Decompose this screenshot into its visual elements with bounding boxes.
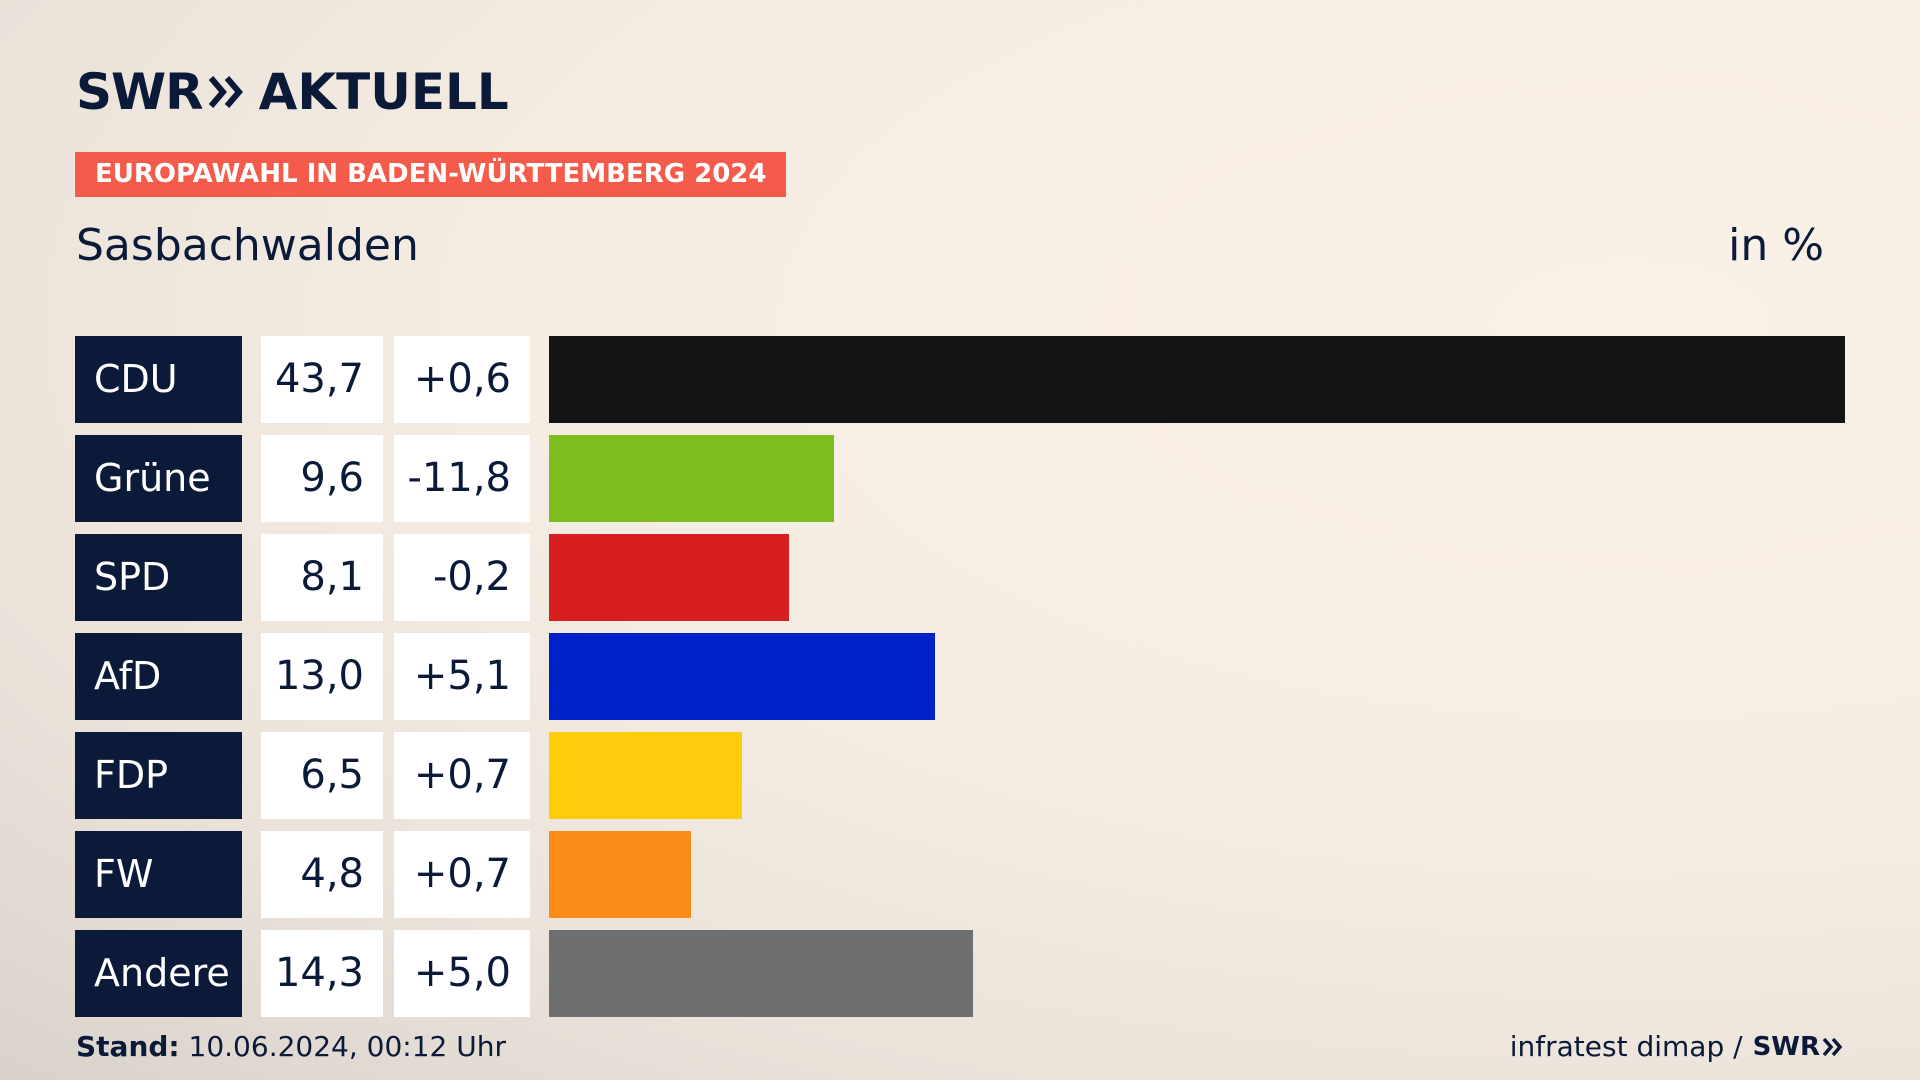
party-label: CDU [75, 336, 242, 423]
value-label: 6,5 [261, 732, 383, 819]
stand-value: 10.06.2024, 00:12 Uhr [188, 1030, 506, 1063]
party-label: FW [75, 831, 242, 918]
source-text: infratest dimap / [1509, 1030, 1743, 1063]
swr-aktuell-logo: SWR AKTUELL [76, 63, 509, 121]
value-label: 43,7 [261, 336, 383, 423]
bar [549, 435, 834, 522]
diff-label: +0,7 [394, 732, 530, 819]
diff-label: +5,0 [394, 930, 530, 1017]
party-label: Andere [75, 930, 242, 1017]
diff-label: +0,7 [394, 831, 530, 918]
source-credit: infratest dimap / SWR [1510, 1030, 1844, 1063]
diff-label: -11,8 [394, 435, 530, 522]
logo-text: SWR [76, 63, 204, 121]
party-label: SPD [75, 534, 242, 621]
value-label: 9,6 [261, 435, 383, 522]
region-title: Sasbachwalden [76, 220, 419, 271]
logo-suffix: AKTUELL [258, 63, 509, 121]
bar [549, 831, 691, 918]
value-label: 13,0 [261, 633, 383, 720]
timestamp: Stand: 10.06.2024, 00:12 Uhr [76, 1030, 506, 1063]
party-label: AfD [75, 633, 242, 720]
value-label: 4,8 [261, 831, 383, 918]
value-label: 14,3 [261, 930, 383, 1017]
bar [549, 336, 1845, 423]
diff-label: +0,6 [394, 336, 530, 423]
bar [549, 930, 973, 1017]
bar [549, 732, 742, 819]
chevron-double-right-icon [1822, 1037, 1843, 1056]
party-label: FDP [75, 732, 242, 819]
chevron-double-right-icon [208, 75, 245, 109]
party-label: Grüne [75, 435, 242, 522]
source-brand: SWR [1753, 1032, 1844, 1062]
diff-label: +5,1 [394, 633, 530, 720]
value-label: 8,1 [261, 534, 383, 621]
diff-label: -0,2 [394, 534, 530, 621]
unit-label: in % [1728, 220, 1824, 271]
source-brand-text: SWR [1752, 1031, 1820, 1062]
bar [549, 633, 935, 720]
election-badge: EUROPAWAHL IN BADEN-WÜRTTEMBERG 2024 [75, 152, 787, 197]
stand-label: Stand: [76, 1030, 180, 1063]
bar [549, 534, 789, 621]
